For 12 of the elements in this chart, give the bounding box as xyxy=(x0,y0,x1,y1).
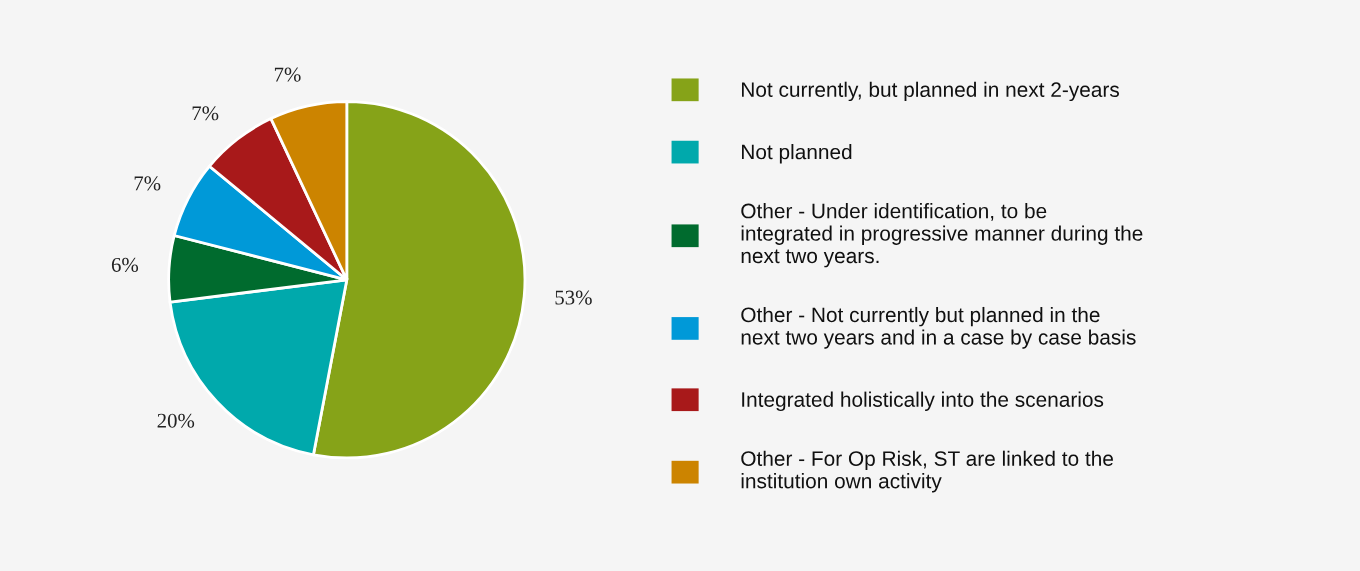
legend-label: Other - Under identification, to be integrated in progressive manner during the next two years. xyxy=(741,203,1143,268)
legend-label: Integrated holistically into the scenarios xyxy=(742,391,1104,412)
legend-label: Not currently, but planned in next 2-years xyxy=(742,81,1119,102)
legend-label: Other - Not currently but planned in the next two years and in a case by case basis xyxy=(741,306,1136,349)
data-label: 53% xyxy=(555,290,592,305)
legend-label: Other - For Op Risk, ST are linked to the institution own activity xyxy=(741,450,1113,493)
data-label: 6% xyxy=(111,257,139,272)
data-label: 7% xyxy=(192,106,219,121)
data-label: 7% xyxy=(274,67,301,82)
legend-label: Not planned xyxy=(742,144,852,164)
data-label: 20% xyxy=(157,413,195,428)
data-label: 7% xyxy=(134,176,161,191)
